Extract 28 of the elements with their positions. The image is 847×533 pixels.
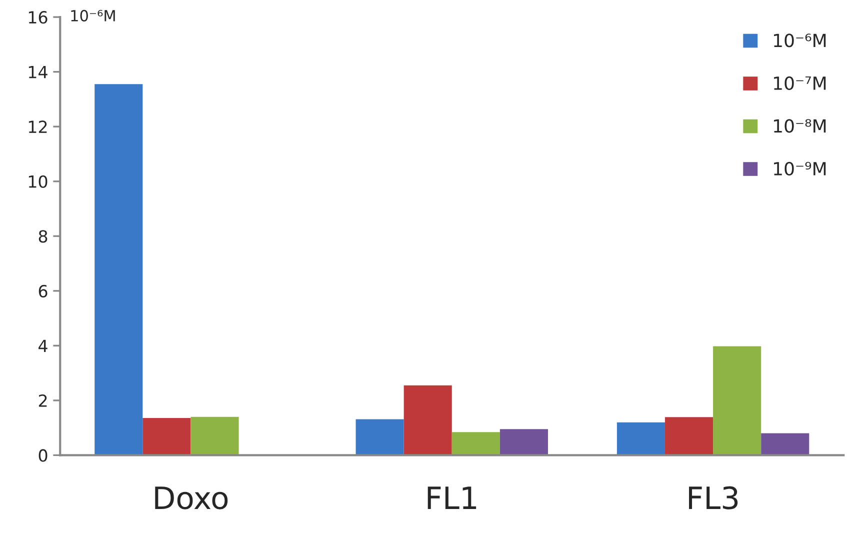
legend-label: 10⁻⁸M	[774, 119, 826, 133]
y-tick-label: 2	[38, 394, 47, 407]
bar	[190, 416, 239, 456]
bar	[664, 417, 714, 456]
y-tick-label: 8	[38, 230, 48, 243]
y-tick-label: 6	[38, 284, 48, 298]
y-tick-label: 4	[38, 340, 48, 352]
x-tick-label: FL1	[428, 486, 476, 509]
y-tick-label: 12	[28, 120, 47, 133]
y-tick-label: 0	[38, 449, 48, 462]
bar	[761, 433, 810, 456]
legend-label: 10⁻⁷M	[774, 76, 826, 90]
x-tick-label: FL3	[689, 486, 738, 510]
bar	[356, 419, 404, 456]
y-tick-label: 14	[28, 66, 48, 78]
x-tick-label: Doxo	[155, 486, 228, 510]
legend-label: 10⁻⁶M	[774, 34, 826, 48]
bar	[94, 84, 143, 456]
bar	[616, 422, 665, 456]
legend-label: 10⁻⁹M	[774, 162, 826, 176]
y-tick-label: 10	[28, 175, 48, 188]
annotation: 10⁻⁶M	[71, 10, 115, 22]
bar	[452, 432, 500, 456]
bar	[713, 346, 762, 456]
bar	[404, 385, 452, 456]
bar	[142, 418, 191, 456]
bar	[500, 429, 548, 456]
y-tick-label: 16	[28, 11, 48, 24]
